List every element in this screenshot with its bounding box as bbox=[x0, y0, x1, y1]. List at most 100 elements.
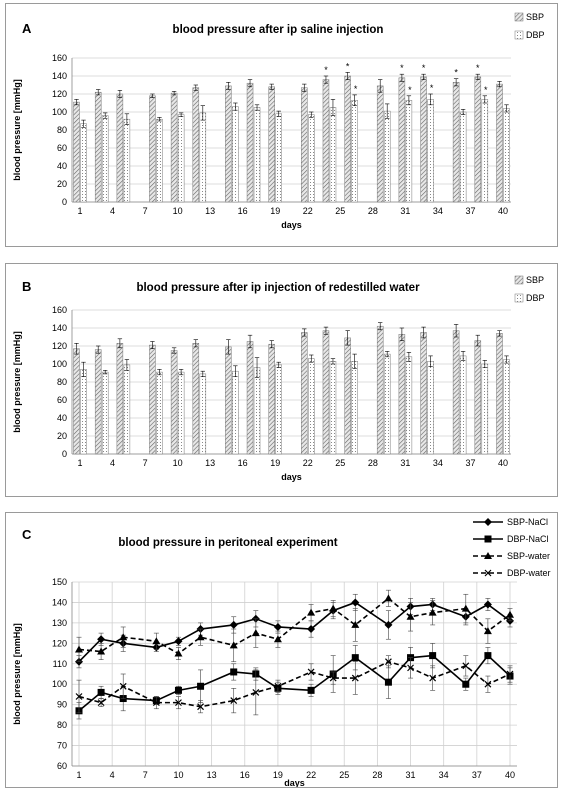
legend-marker-sbp-nacl bbox=[484, 518, 492, 526]
series-sbp-water bbox=[75, 589, 514, 663]
sbp-bar bbox=[170, 350, 178, 455]
x-axis-label: days bbox=[281, 220, 302, 230]
marker-dbp-water bbox=[75, 693, 83, 700]
y-tick-label: 0 bbox=[62, 197, 67, 207]
significance-asterisk: * bbox=[324, 65, 328, 75]
marker-dbp-water bbox=[252, 688, 260, 696]
marker-dbp-water bbox=[407, 664, 414, 672]
marker-dbp-water bbox=[119, 682, 127, 690]
x-tick-label: 13 bbox=[205, 458, 215, 468]
dbp-bar bbox=[308, 358, 315, 455]
marker-dbp-water bbox=[484, 680, 492, 688]
marker-dbp-water bbox=[230, 697, 238, 705]
y-tick-label: 40 bbox=[57, 413, 67, 423]
y-tick-label: 110 bbox=[53, 659, 67, 669]
x-tick-label: 4 bbox=[110, 458, 115, 468]
marker-dbp-water bbox=[307, 668, 315, 676]
dbp-bar bbox=[101, 115, 109, 203]
marker-dbp-nacl bbox=[230, 668, 238, 676]
y-tick-label: 140 bbox=[52, 71, 67, 81]
sbp-bar bbox=[116, 343, 124, 455]
y-axis-label: blood pressure [mmHg] bbox=[12, 79, 22, 181]
legend-label-dbp-nacl: DBP-NaCl bbox=[507, 534, 549, 544]
dbp-bar bbox=[427, 361, 434, 455]
marker-dbp-nacl bbox=[307, 686, 315, 694]
x-tick-label: 25 bbox=[335, 206, 345, 216]
marker-dbp-water bbox=[429, 674, 437, 682]
chart-c-title: blood pressure in peritoneal experiment bbox=[118, 537, 337, 549]
x-tick-label: 4 bbox=[110, 206, 115, 216]
marker-sbp-water bbox=[329, 604, 338, 612]
sbp-bar bbox=[225, 85, 232, 203]
x-tick-label: 7 bbox=[143, 206, 148, 216]
dbp-bar bbox=[275, 113, 282, 203]
x-tick-label: 25 bbox=[339, 770, 349, 780]
sbp-bar bbox=[398, 334, 406, 455]
marker-sbp-water bbox=[97, 647, 106, 655]
x-tick-label: 31 bbox=[406, 770, 416, 780]
x-tick-label: 4 bbox=[110, 770, 115, 780]
x-tick-label: 13 bbox=[207, 770, 217, 780]
legend-marker-sbp-water bbox=[484, 552, 492, 559]
sbp-bar bbox=[225, 346, 232, 455]
marker-sbp-water bbox=[196, 633, 205, 641]
legend-label-sbp-water: SBP-water bbox=[507, 551, 550, 561]
significance-asterisk: * bbox=[476, 63, 480, 73]
y-tick-label: 40 bbox=[57, 161, 67, 171]
marker-dbp-nacl bbox=[484, 652, 492, 660]
dbp-bar bbox=[329, 107, 337, 203]
marker-sbp-water bbox=[461, 604, 470, 612]
y-tick-label: 90 bbox=[57, 700, 67, 710]
dbp-bar bbox=[351, 100, 358, 203]
dbp-bar bbox=[383, 353, 391, 455]
sbp-bar bbox=[116, 93, 124, 203]
chart-b-title: blood pressure after ip injection of red… bbox=[136, 282, 420, 294]
dbp-bar bbox=[199, 112, 207, 203]
x-tick-label: 31 bbox=[400, 206, 410, 216]
x-tick-label: 31 bbox=[400, 458, 410, 468]
y-tick-label: 120 bbox=[52, 89, 67, 99]
x-tick-label: 22 bbox=[303, 206, 313, 216]
legend-label-dbp-water: DBP-water bbox=[507, 568, 551, 578]
marker-dbp-nacl bbox=[384, 678, 392, 686]
significance-asterisk: * bbox=[430, 83, 434, 93]
significance-asterisk: * bbox=[354, 84, 358, 94]
x-tick-label: 37 bbox=[465, 206, 475, 216]
significance-asterisk: * bbox=[422, 63, 426, 73]
significance-asterisk: * bbox=[484, 85, 488, 95]
x-tick-label: 40 bbox=[498, 206, 508, 216]
sbp-bar bbox=[246, 341, 254, 455]
dbp-bar bbox=[123, 364, 131, 455]
sbp-bar bbox=[344, 337, 351, 455]
sbp-bar bbox=[376, 85, 384, 203]
y-tick-label: 100 bbox=[52, 107, 67, 117]
sbp-bar bbox=[149, 95, 156, 203]
marker-sbp-water bbox=[119, 633, 128, 641]
y-tick-label: 20 bbox=[57, 431, 67, 441]
marker-dbp-water bbox=[175, 699, 182, 707]
x-tick-label: 10 bbox=[173, 206, 183, 216]
dbp-bar bbox=[232, 106, 239, 203]
legend-swatch-sbp bbox=[514, 275, 524, 285]
marker-sbp-water bbox=[351, 620, 360, 628]
x-tick-label: 16 bbox=[238, 458, 248, 468]
dbp-bar bbox=[101, 371, 109, 455]
x-tick-label: 10 bbox=[173, 770, 183, 780]
sbp-bar bbox=[301, 332, 308, 455]
panel-b-letter: B bbox=[22, 279, 31, 294]
sbp-bar bbox=[376, 325, 384, 455]
x-tick-label: 13 bbox=[205, 206, 215, 216]
y-tick-label: 160 bbox=[52, 305, 67, 315]
marker-sbp-nacl bbox=[174, 637, 183, 646]
legend-label-dbp: DBP bbox=[526, 293, 545, 303]
x-tick-label: 28 bbox=[372, 770, 382, 780]
legend-label-sbp: SBP bbox=[526, 12, 544, 22]
marker-sbp-nacl bbox=[351, 598, 360, 607]
marker-sbp-water bbox=[506, 610, 514, 618]
marker-dbp-water bbox=[462, 662, 470, 670]
sbp-bar bbox=[496, 333, 503, 455]
